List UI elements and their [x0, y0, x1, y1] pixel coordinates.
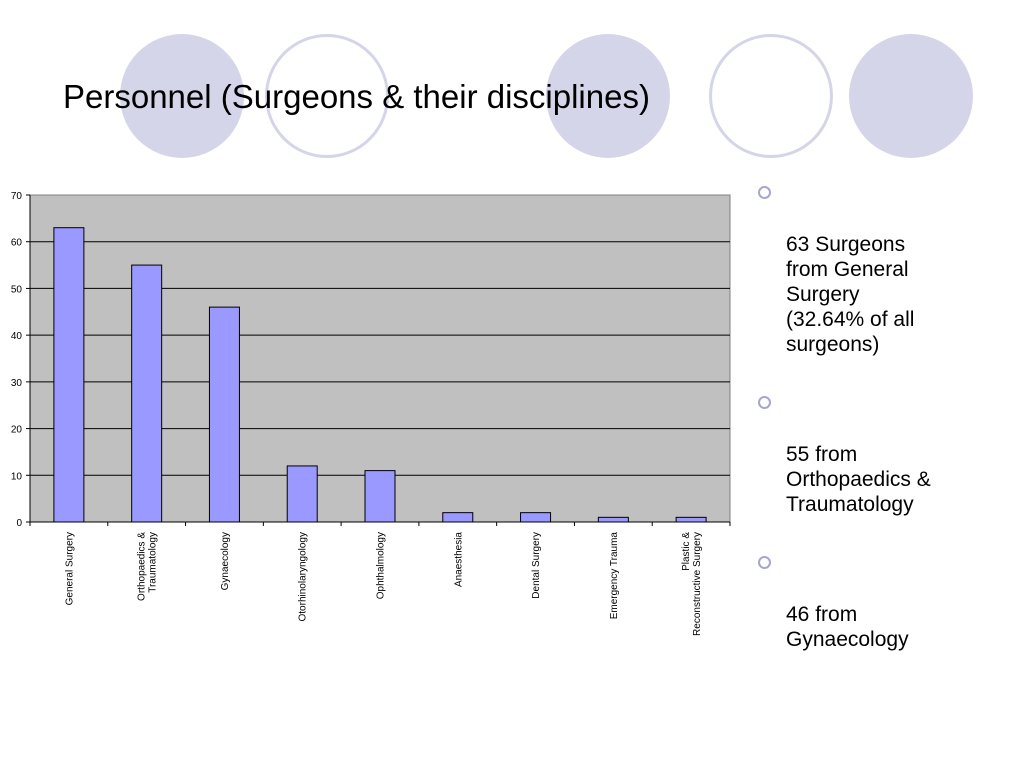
bullet-ring-icon [758, 186, 771, 199]
bar [208, 306, 240, 523]
bar-chart: 0 10 20 30 40 50 60 70 General Surgery Orthopaedi… [11, 191, 731, 636]
y-tick-label: 30 [11, 378, 23, 389]
bar [675, 516, 707, 523]
x-tick-label: Ophthalmology [376, 532, 387, 599]
x-tick-label: Traumatology [148, 532, 159, 593]
x-tick-label: General Surgery [64, 532, 75, 605]
y-tick-label: 40 [11, 331, 23, 342]
bar [442, 512, 474, 523]
bullet-item: 63 Surgeons from General Surgery (32.64%… [758, 182, 1008, 357]
decorative-filled-circle [546, 34, 670, 158]
y-tick-label: 0 [16, 518, 22, 529]
x-tick-label: Dental Surgery [531, 532, 542, 599]
bar [364, 470, 396, 523]
bar [53, 227, 85, 523]
bar [597, 516, 629, 523]
decorative-filled-circle [849, 34, 973, 158]
bar [286, 465, 318, 523]
x-tick-label: Gynaecology [220, 532, 231, 590]
y-tick-label: 10 [11, 471, 23, 482]
y-tick-label: 60 [11, 238, 23, 249]
x-tick-label: Reconstructive Surgery [692, 532, 703, 636]
decorative-ring-circle [709, 34, 833, 158]
y-tick-label: 70 [11, 191, 23, 202]
x-tick-label: Emergency Trauma [609, 532, 620, 620]
y-tick-label: 20 [11, 425, 23, 436]
y-tick-label: 50 [11, 284, 23, 295]
slide-title: Personnel (Surgeons & their disciplines) [63, 78, 650, 115]
x-tick-label: Anaesthesia [453, 532, 464, 587]
bullet-ring-icon [758, 396, 771, 409]
bullet-text: 63 Surgeons from General Surgery (32.64%… [786, 233, 915, 356]
bullet-text: 55 from Orthopaedics & Traumatology [786, 443, 931, 516]
decorative-circles [0, 0, 1024, 170]
x-tick-label: Otorhinolaryngology [298, 532, 309, 622]
bullet-text: 46 from Gynaecology [786, 603, 909, 651]
bullet-ring-icon [758, 556, 771, 569]
decorative-filled-circle [120, 34, 244, 158]
decorative-ring-circle [265, 34, 389, 158]
bullet-item: 55 from Orthopaedics & Traumatology [758, 392, 1008, 517]
bullet-item: 46 from Gynaecology [758, 552, 1008, 652]
x-tick-label: Orthopaedics & [137, 532, 148, 601]
bar [131, 264, 163, 523]
bar [520, 512, 552, 523]
x-tick-label: Plastic & [681, 532, 692, 571]
bullet-list: 63 Surgeons from General Surgery (32.64%… [758, 182, 1008, 687]
